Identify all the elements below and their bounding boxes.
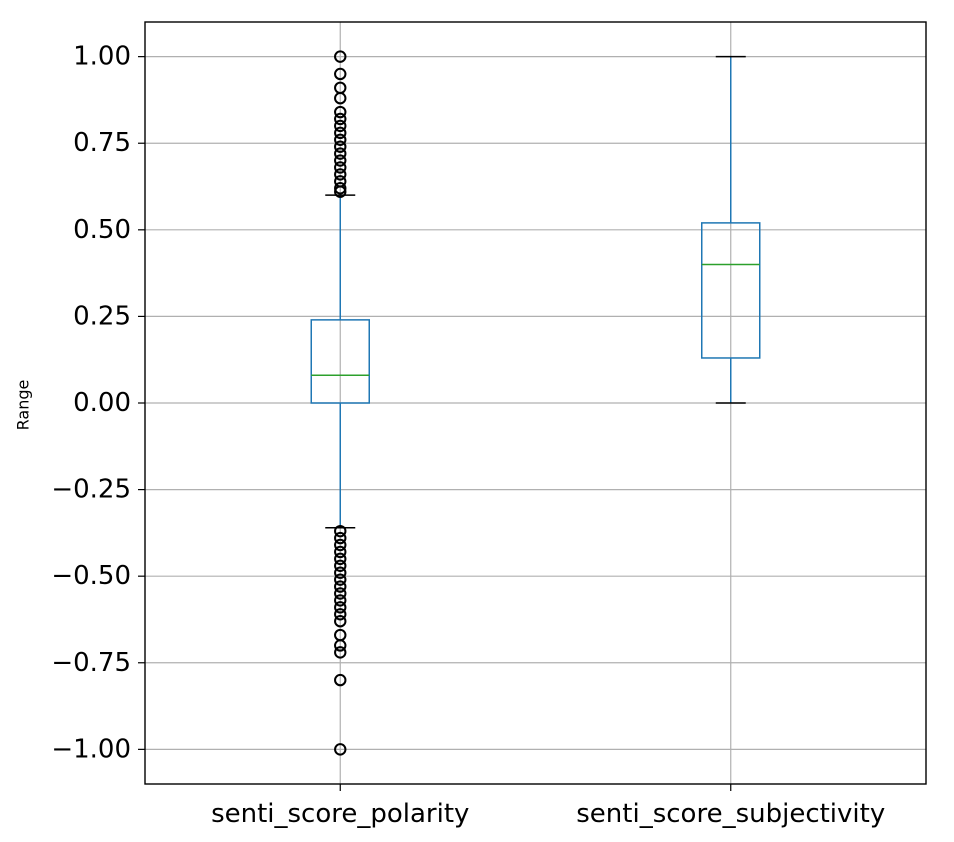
outlier-point — [334, 126, 347, 140]
box-iqr — [701, 222, 761, 359]
outlier-point — [334, 566, 347, 579]
outlier-point — [334, 743, 347, 756]
y-tick-label: −0.75 — [51, 648, 131, 678]
outlier-point — [334, 615, 347, 628]
outlier-point — [334, 594, 347, 607]
plot-frame — [144, 21, 927, 785]
outlier-point — [334, 608, 347, 621]
y-tick-label: −1.00 — [51, 734, 131, 764]
y-tick-label: −0.50 — [51, 561, 131, 591]
outlier-point — [334, 147, 347, 160]
outlier-point — [334, 168, 347, 181]
outlier-point — [334, 182, 347, 195]
outlier-point — [334, 538, 347, 552]
outlier-point — [334, 524, 347, 538]
y-tick-label: 0.25 — [73, 301, 131, 331]
outlier-point — [334, 161, 347, 174]
outlier-point — [334, 105, 347, 119]
y-tick-label: 0.75 — [73, 128, 131, 158]
outlier-point — [334, 639, 347, 652]
y-tick-label: 1.00 — [73, 42, 131, 72]
y-tick-label: 0.00 — [73, 388, 131, 418]
outlier-point — [334, 587, 347, 600]
outlier-point — [334, 552, 347, 566]
outlier-point — [334, 133, 347, 146]
outlier-point — [334, 112, 347, 126]
outlier-point — [334, 531, 347, 545]
y-axis-label: Range — [14, 380, 33, 431]
outlier-point — [334, 673, 347, 687]
outlier-point — [334, 646, 347, 659]
outlier-point — [334, 573, 347, 586]
outlier-point — [334, 559, 347, 572]
x-tick-label: senti_score_polarity — [211, 799, 469, 829]
outlier-point — [334, 67, 347, 81]
x-tick-label: senti_score_subjectivity — [576, 799, 885, 829]
outlier-point — [334, 140, 347, 153]
outlier-point — [334, 119, 347, 133]
outlier-point — [334, 185, 347, 198]
outlier-point — [334, 545, 347, 559]
box-iqr — [310, 319, 370, 404]
outlier-point — [334, 92, 347, 105]
y-tick-label: 0.50 — [73, 215, 131, 245]
outlier-point — [334, 154, 347, 167]
outlier-point — [334, 601, 347, 614]
y-tick-label: −0.25 — [51, 475, 131, 505]
outlier-point — [334, 580, 347, 593]
outlier-point — [334, 50, 347, 63]
